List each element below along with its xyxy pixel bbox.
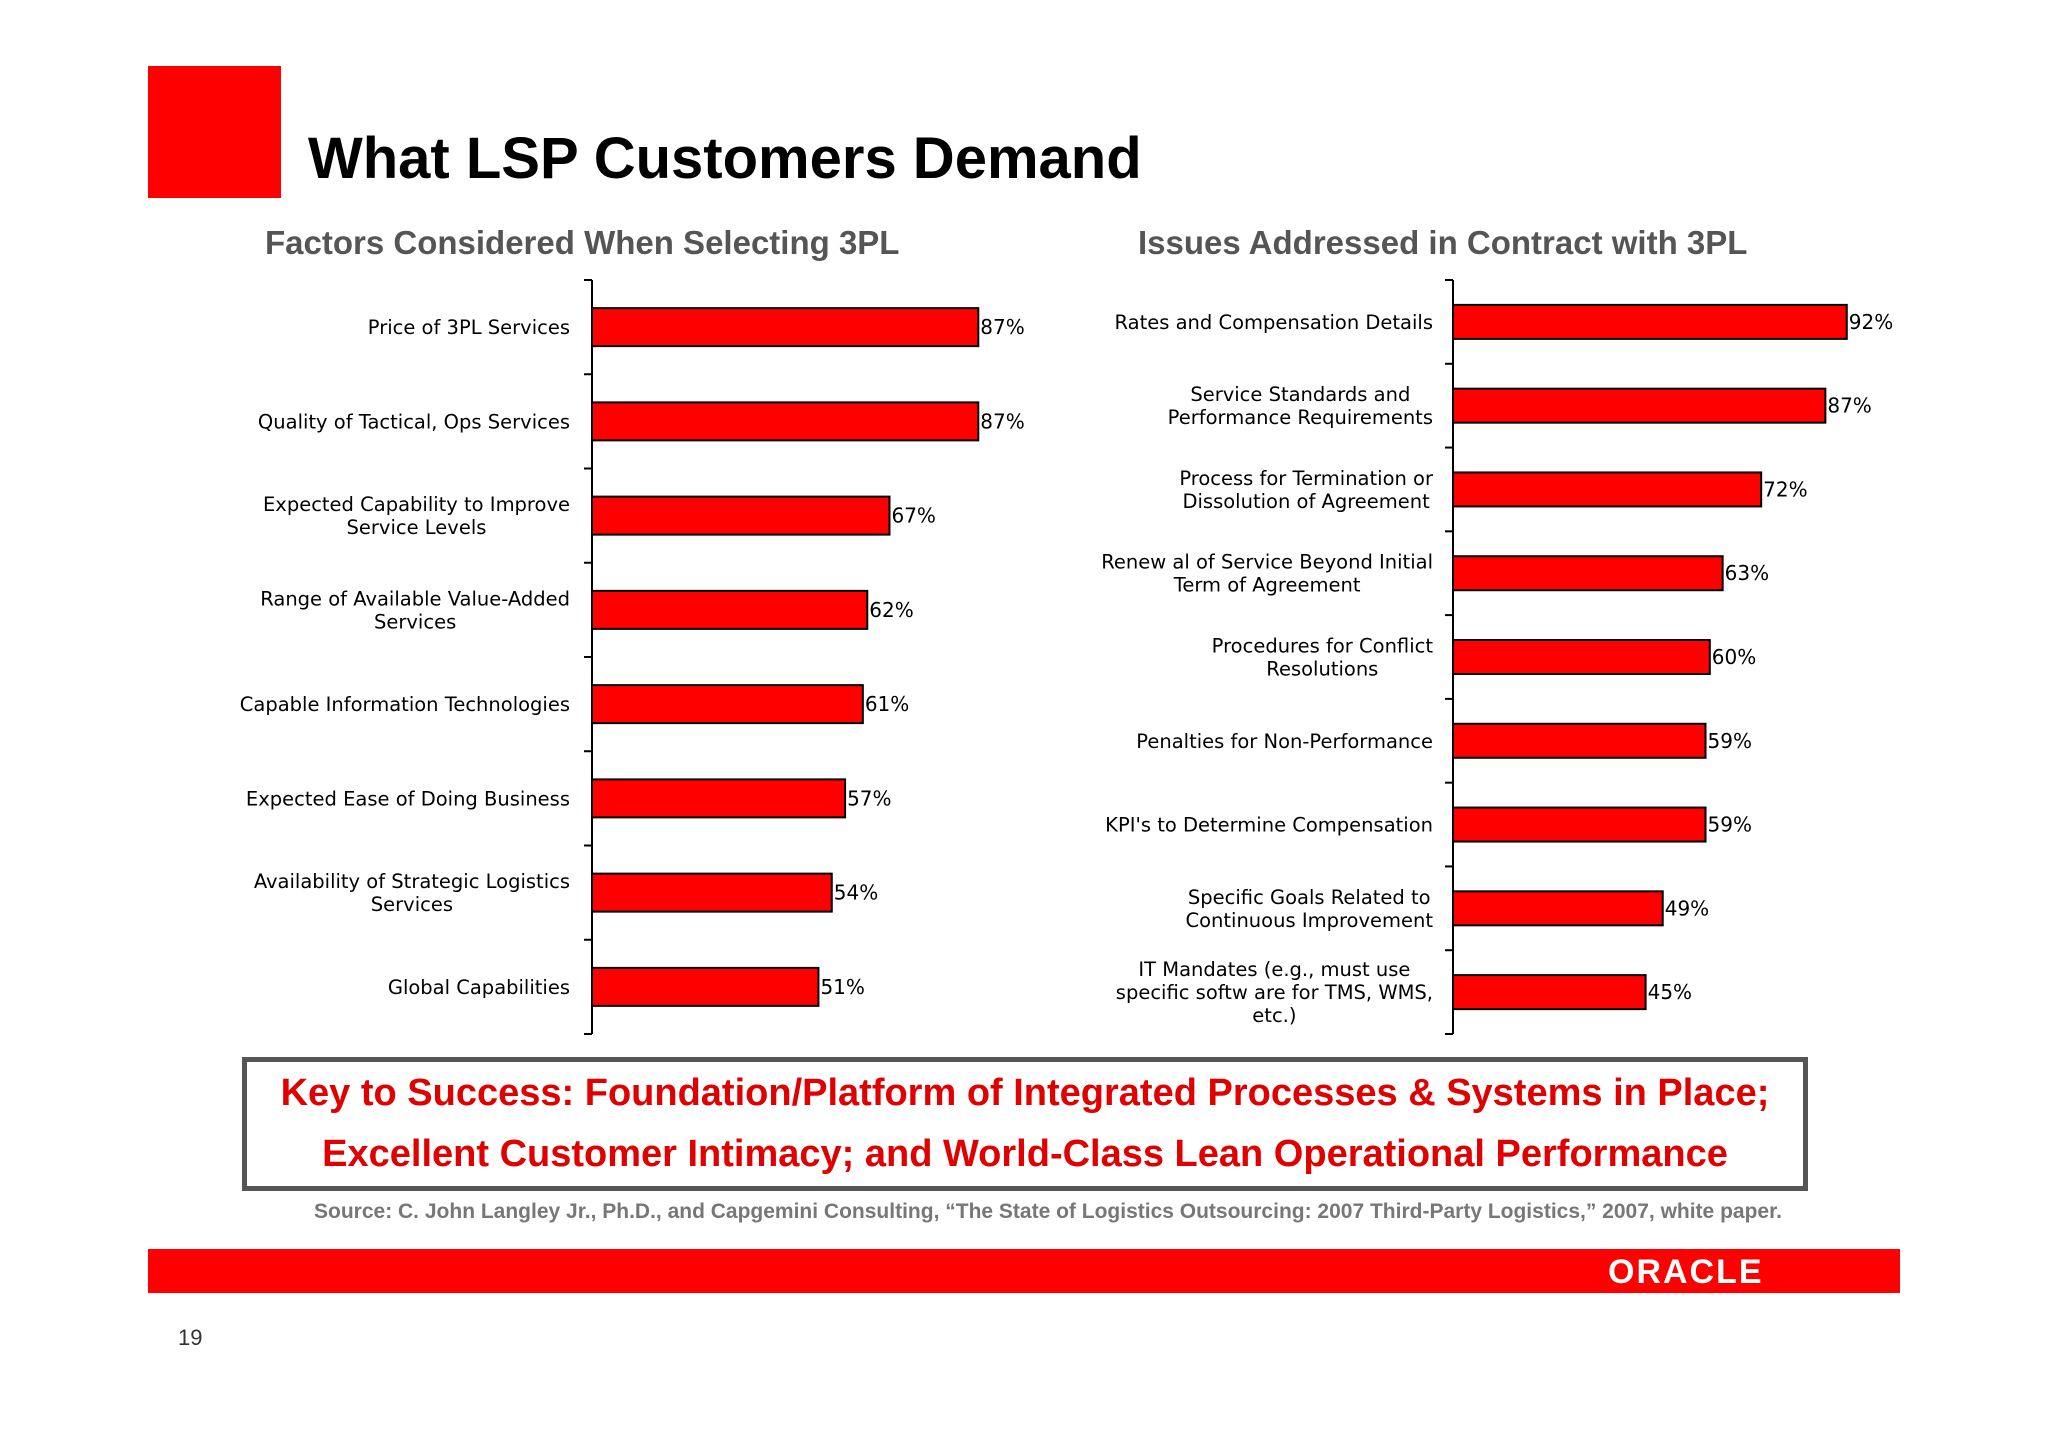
- category-label: Rates and Compensation Details: [1115, 311, 1434, 334]
- category-label: KPI's to Determine Compensation: [1105, 814, 1433, 837]
- category-label: Penalties for Non-Performance: [1136, 730, 1433, 753]
- chart-title-issues: Issues Addressed in Contract with 3PL: [1138, 224, 1748, 261]
- value-label: 54%: [834, 881, 878, 905]
- bar: [591, 778, 847, 819]
- bar: [591, 589, 869, 630]
- value-label: 67%: [891, 504, 935, 528]
- category-label-line: Expected Capability to Improve: [263, 493, 570, 516]
- category-label-line: Continuous Improvement: [1185, 909, 1433, 932]
- category-label-line: Term of Agreement: [1173, 574, 1361, 597]
- bar: [1452, 722, 1707, 759]
- value-label: 62%: [869, 598, 913, 622]
- value-label: 51%: [820, 975, 864, 999]
- value-label: 61%: [865, 692, 909, 716]
- category-label-line: Global Capabilities: [388, 976, 570, 999]
- bar: [1452, 303, 1848, 340]
- title-accent-square: [148, 66, 281, 198]
- category-label-line: Dissolution of Agreement: [1183, 490, 1431, 513]
- value-label: 59%: [1708, 729, 1752, 753]
- value-label: 45%: [1648, 980, 1692, 1004]
- value-label: 72%: [1763, 477, 1807, 501]
- category-label-line: Quality of Tactical, Ops Services: [258, 410, 570, 433]
- category-label-line: Rates and Compensation Details: [1115, 311, 1434, 334]
- category-label-line: Service Standards and: [1190, 383, 1410, 406]
- category-label-line: specific softw are for TMS, WMS,: [1116, 981, 1433, 1004]
- category-label-line: Capable Information Technologies: [240, 693, 570, 716]
- category-label-line: Procedures for Conflict: [1212, 635, 1434, 658]
- bar: [1452, 555, 1724, 592]
- bar: [591, 401, 980, 442]
- category-label-line: KPI's to Determine Compensation: [1105, 814, 1433, 837]
- value-label: 87%: [1827, 394, 1871, 418]
- category-label-line: Resolutions: [1266, 658, 1378, 681]
- bar: [1452, 890, 1664, 927]
- chart-title-factors: Factors Considered When Selecting 3PL: [265, 224, 900, 261]
- category-label-line: Services: [371, 893, 453, 916]
- category-label-line: Penalties for Non-Performance: [1136, 730, 1433, 753]
- bar: [1452, 471, 1763, 508]
- value-label: 49%: [1665, 896, 1709, 920]
- bar: [1452, 974, 1647, 1011]
- bar: [591, 307, 980, 348]
- page-title: What LSP Customers Demand: [308, 126, 1142, 191]
- value-label: 59%: [1708, 813, 1752, 837]
- category-label: Quality of Tactical, Ops Services: [258, 410, 570, 433]
- bar: [591, 966, 820, 1007]
- value-label: 57%: [847, 786, 891, 810]
- value-label: 87%: [980, 315, 1024, 339]
- value-label: 60%: [1712, 645, 1756, 669]
- category-label-line: IT Mandates (e.g., must use: [1138, 958, 1410, 981]
- category-label: Expected Ease of Doing Business: [246, 787, 570, 810]
- category-label: Global Capabilities: [388, 976, 570, 999]
- category-label: Capable Information Technologies: [240, 693, 570, 716]
- key-to-success-line-2: Excellent Customer Intimacy; and World-C…: [322, 1133, 1728, 1175]
- bar: [1452, 639, 1711, 675]
- category-label-line: Range of Available Value-Added: [260, 587, 570, 610]
- key-to-success-box: Key to Success: Foundation/Platform of I…: [242, 1057, 1808, 1191]
- category-label-line: Process for Termination or: [1179, 467, 1434, 490]
- category-label-line: Service Levels: [347, 516, 487, 539]
- category-label-line: Expected Ease of Doing Business: [246, 787, 570, 810]
- bar: [591, 684, 864, 725]
- category-label: Price of 3PL Services: [368, 316, 570, 339]
- page-number: 19: [178, 1325, 203, 1350]
- category-label-line: Services: [374, 610, 456, 633]
- bar: [1452, 806, 1707, 843]
- category-label-line: Specific Goals Related to: [1188, 886, 1431, 909]
- category-label: Availability of Strategic LogisticsServi…: [254, 870, 570, 916]
- value-label: 63%: [1725, 561, 1769, 585]
- category-label-line: etc.): [1252, 1004, 1296, 1027]
- value-label: 92%: [1849, 310, 1893, 334]
- key-to-success-line-1: Key to Success: Foundation/Platform of I…: [280, 1072, 1770, 1114]
- oracle-logo: ORACLE: [1608, 1253, 1764, 1291]
- footer-bar: [148, 1249, 1900, 1293]
- bar: [1452, 387, 1827, 424]
- category-label-line: Renew al of Service Beyond Initial: [1101, 551, 1433, 574]
- category-label-line: Performance Requirements: [1168, 406, 1433, 429]
- bar: [591, 872, 833, 913]
- category-label-line: Availability of Strategic Logistics: [254, 870, 570, 893]
- category-label-line: Price of 3PL Services: [368, 316, 570, 339]
- bar: [591, 495, 891, 536]
- source-citation: Source: C. John Langley Jr., Ph.D., and …: [314, 1200, 1782, 1223]
- value-label: 87%: [980, 409, 1024, 433]
